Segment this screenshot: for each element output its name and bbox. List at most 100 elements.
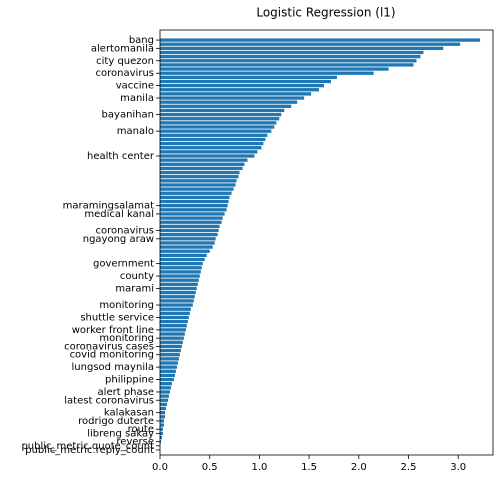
bar	[160, 402, 167, 407]
y-tick-label: ngayong araw	[83, 234, 154, 245]
bar	[160, 249, 210, 253]
bar	[160, 54, 421, 59]
x-tick-label: 2.0	[351, 462, 367, 473]
y-tick-label: monitoring	[99, 333, 154, 344]
bar	[160, 150, 258, 154]
bar	[160, 274, 200, 278]
bar	[160, 125, 275, 129]
bar	[160, 431, 163, 436]
y-tick-label: bang	[129, 35, 154, 46]
bar	[160, 295, 195, 299]
y-tick-label: manalo	[117, 126, 154, 137]
bar	[160, 83, 325, 88]
bar	[160, 439, 161, 444]
y-tick-label: health center	[87, 151, 155, 162]
bar	[160, 394, 169, 398]
y-tick-label: vaccine	[116, 81, 154, 92]
bar	[160, 237, 216, 241]
bar	[160, 154, 255, 158]
bar	[160, 357, 179, 361]
y-tick-label: latest coronavirus	[64, 395, 154, 406]
bar	[160, 324, 187, 328]
bar	[160, 232, 218, 237]
bar	[160, 208, 227, 212]
bar	[160, 348, 181, 353]
y-tick-label: rodrigo duterte	[78, 416, 154, 427]
x-tick-label: 1.5	[301, 462, 317, 473]
bar	[160, 133, 268, 137]
bar	[160, 299, 194, 303]
bar	[160, 204, 228, 208]
bar	[160, 390, 170, 394]
y-tick-label: philippine	[105, 375, 154, 386]
bar	[160, 270, 201, 274]
bar	[160, 146, 262, 150]
y-tick-label: maramingsalamat	[63, 201, 154, 212]
bar	[160, 166, 243, 171]
bar	[160, 365, 177, 369]
y-tick-label: manila	[120, 93, 154, 104]
y-tick-label: monitoring	[99, 300, 154, 311]
bar	[160, 423, 164, 427]
bar	[160, 129, 272, 133]
x-tick-label: 0.5	[202, 462, 218, 473]
bar	[160, 245, 213, 249]
plot-frame	[159, 29, 494, 456]
y-tick-label: covid monitoring	[70, 350, 154, 361]
y-tick-label: city quezon	[96, 56, 154, 67]
bar	[160, 369, 176, 373]
bar	[160, 158, 248, 162]
y-tick-label: worker front line	[72, 325, 154, 336]
y-tick-label: alertomanila	[91, 43, 154, 54]
bar	[160, 307, 191, 311]
bar	[160, 92, 312, 96]
bar	[160, 170, 240, 175]
bar	[160, 50, 424, 55]
bar	[160, 187, 234, 191]
bar	[160, 282, 198, 286]
y-tick-label: public_metric.reply_count	[25, 445, 154, 456]
bar	[160, 415, 165, 419]
bar	[160, 199, 229, 204]
bar	[160, 336, 184, 340]
bar	[160, 112, 282, 117]
bar	[160, 328, 186, 332]
bar	[160, 419, 164, 423]
bar	[160, 195, 230, 200]
bar	[160, 162, 245, 166]
y-tick-label: public_metric.quote_count	[21, 441, 154, 452]
x-tick-label: 1.0	[251, 462, 267, 473]
bar	[160, 63, 414, 67]
y-tick-label: route	[128, 424, 154, 435]
bar	[160, 59, 417, 63]
bar	[160, 315, 189, 320]
bar	[160, 137, 266, 142]
bar	[160, 257, 205, 262]
bar	[160, 303, 193, 307]
bar	[160, 121, 277, 125]
bar	[160, 373, 175, 378]
bar	[160, 216, 223, 220]
bar	[160, 228, 219, 233]
bar	[160, 319, 188, 324]
bar	[160, 278, 199, 282]
bar	[160, 108, 285, 113]
bar	[160, 435, 162, 440]
bar	[160, 340, 183, 344]
bar	[160, 411, 165, 415]
x-tick-label: 3.0	[450, 462, 466, 473]
bar	[160, 67, 389, 71]
bar	[160, 224, 220, 229]
x-tick-label: 2.5	[401, 462, 417, 473]
bar	[160, 261, 203, 266]
bar	[160, 100, 298, 104]
bar	[160, 311, 190, 315]
bar	[160, 290, 196, 295]
bar	[160, 220, 222, 224]
y-tick-label: kalakasan	[104, 408, 154, 419]
bar	[160, 46, 444, 51]
bar	[160, 266, 202, 270]
y-tick-label: coronavirus cases	[64, 341, 154, 352]
bar	[160, 38, 481, 42]
